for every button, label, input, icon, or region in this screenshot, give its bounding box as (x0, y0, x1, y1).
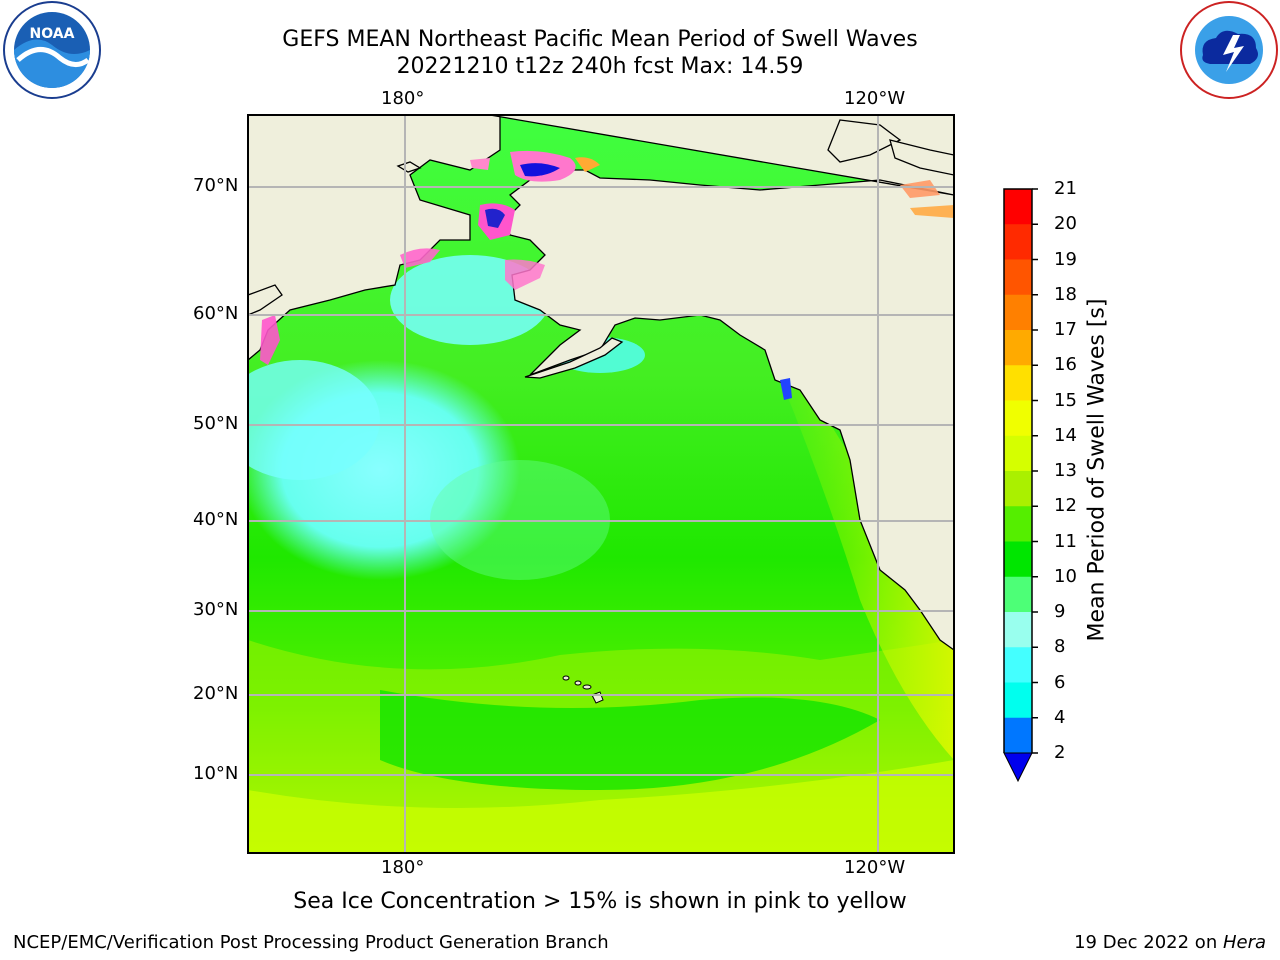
colorbar-tick-label: 10 (1054, 565, 1077, 587)
footer-host: Hera (1222, 932, 1266, 953)
colorbar-segment (1004, 259, 1032, 296)
noaa-logo-text: NOAA (30, 26, 75, 42)
cyan-region-northwest (248, 360, 380, 480)
colorbar-segment (1004, 576, 1032, 613)
colorbar-label: Mean Period of Swell Waves [s] (1084, 298, 1110, 642)
colorbar-segment (1004, 471, 1032, 507)
colorbar-segment (1004, 682, 1032, 719)
colorbar-tick-label: 13 (1054, 460, 1077, 481)
colorbar-segment (1004, 717, 1032, 754)
sea-ice-note: Sea Ice Concentration > 15% is shown in … (293, 889, 907, 914)
swell-band-mid-green (380, 690, 880, 790)
colorbar-segment (1004, 189, 1032, 225)
colorbar-segment (1004, 541, 1032, 578)
colorbar-tick-label: 12 (1054, 495, 1077, 517)
colorbar-tick-label: 14 (1054, 424, 1077, 446)
colorbar-tick-label: 21 (1054, 178, 1077, 199)
footer-date: 19 Dec 2022 on Hera (1074, 932, 1266, 953)
colorbar-segment (1004, 330, 1032, 366)
lat-label-50n: 50°N (193, 413, 239, 434)
footer-credit: NCEP/EMC/Verification Post Processing Pr… (13, 932, 609, 953)
title-line-1: GEFS MEAN Northeast Pacific Mean Period … (282, 27, 918, 52)
colorbar-tick-label: 4 (1054, 706, 1066, 728)
lat-label-70n: 70°N (193, 175, 239, 196)
lat-label-20n: 20°N (193, 683, 239, 704)
lat-label-60n: 60°N (193, 303, 239, 324)
footer-date-text: 19 Dec 2022 on (1074, 932, 1223, 953)
lon-label-bottom-180: 180° (381, 857, 425, 878)
swell-band-east-coast (760, 330, 954, 760)
colorbar-tick-label: 18 (1054, 283, 1077, 305)
colorbar-tick-label: 2 (1054, 742, 1066, 763)
sea-ice-fringe (260, 150, 954, 400)
lon-label-top-180: 180° (381, 88, 425, 109)
lon-label-top-120w: 120°W (844, 88, 906, 109)
colorbar-under-arrow (1003, 752, 1033, 783)
title-line-2: 20221210 t12z 240h fcst Max: 14.59 (396, 54, 804, 79)
colorbar-tick-label: 11 (1054, 530, 1077, 552)
colorbar-segment (1004, 224, 1032, 260)
colorbar-tick-label: 20 (1054, 213, 1077, 235)
colorbar (1003, 188, 1038, 783)
nws-logo (1180, 1, 1278, 99)
colorbar-tick-label: 8 (1054, 636, 1066, 658)
colorbar-segment (1004, 647, 1032, 683)
lon-label-bottom-120w: 120°W (844, 857, 906, 878)
colorbar-segment (1004, 365, 1032, 401)
lat-label-40n: 40°N (193, 509, 239, 530)
colorbar-tick-label: 6 (1054, 671, 1066, 693)
colorbar-segment (1004, 294, 1032, 331)
lat-label-10n: 10°N (193, 763, 239, 784)
colorbar-tick-label: 17 (1054, 319, 1077, 340)
colorbar-segment (1004, 506, 1032, 542)
colorbar-segment (1004, 612, 1032, 648)
colorbar-tick-label: 19 (1054, 248, 1077, 270)
graticule (248, 115, 954, 853)
map-frame (247, 114, 955, 854)
map-plot (248, 115, 954, 853)
colorbar-tick-label: 9 (1054, 601, 1066, 622)
noaa-logo: NOAA (3, 1, 101, 99)
colorbar-tick-label: 16 (1054, 354, 1077, 376)
land (248, 115, 954, 651)
colorbar-tick-label: 15 (1054, 389, 1077, 411)
colorbar-segment (1004, 435, 1032, 472)
swell-band-equator (248, 760, 954, 853)
lat-label-30n: 30°N (193, 599, 239, 620)
colorbar-segment (1004, 400, 1032, 437)
